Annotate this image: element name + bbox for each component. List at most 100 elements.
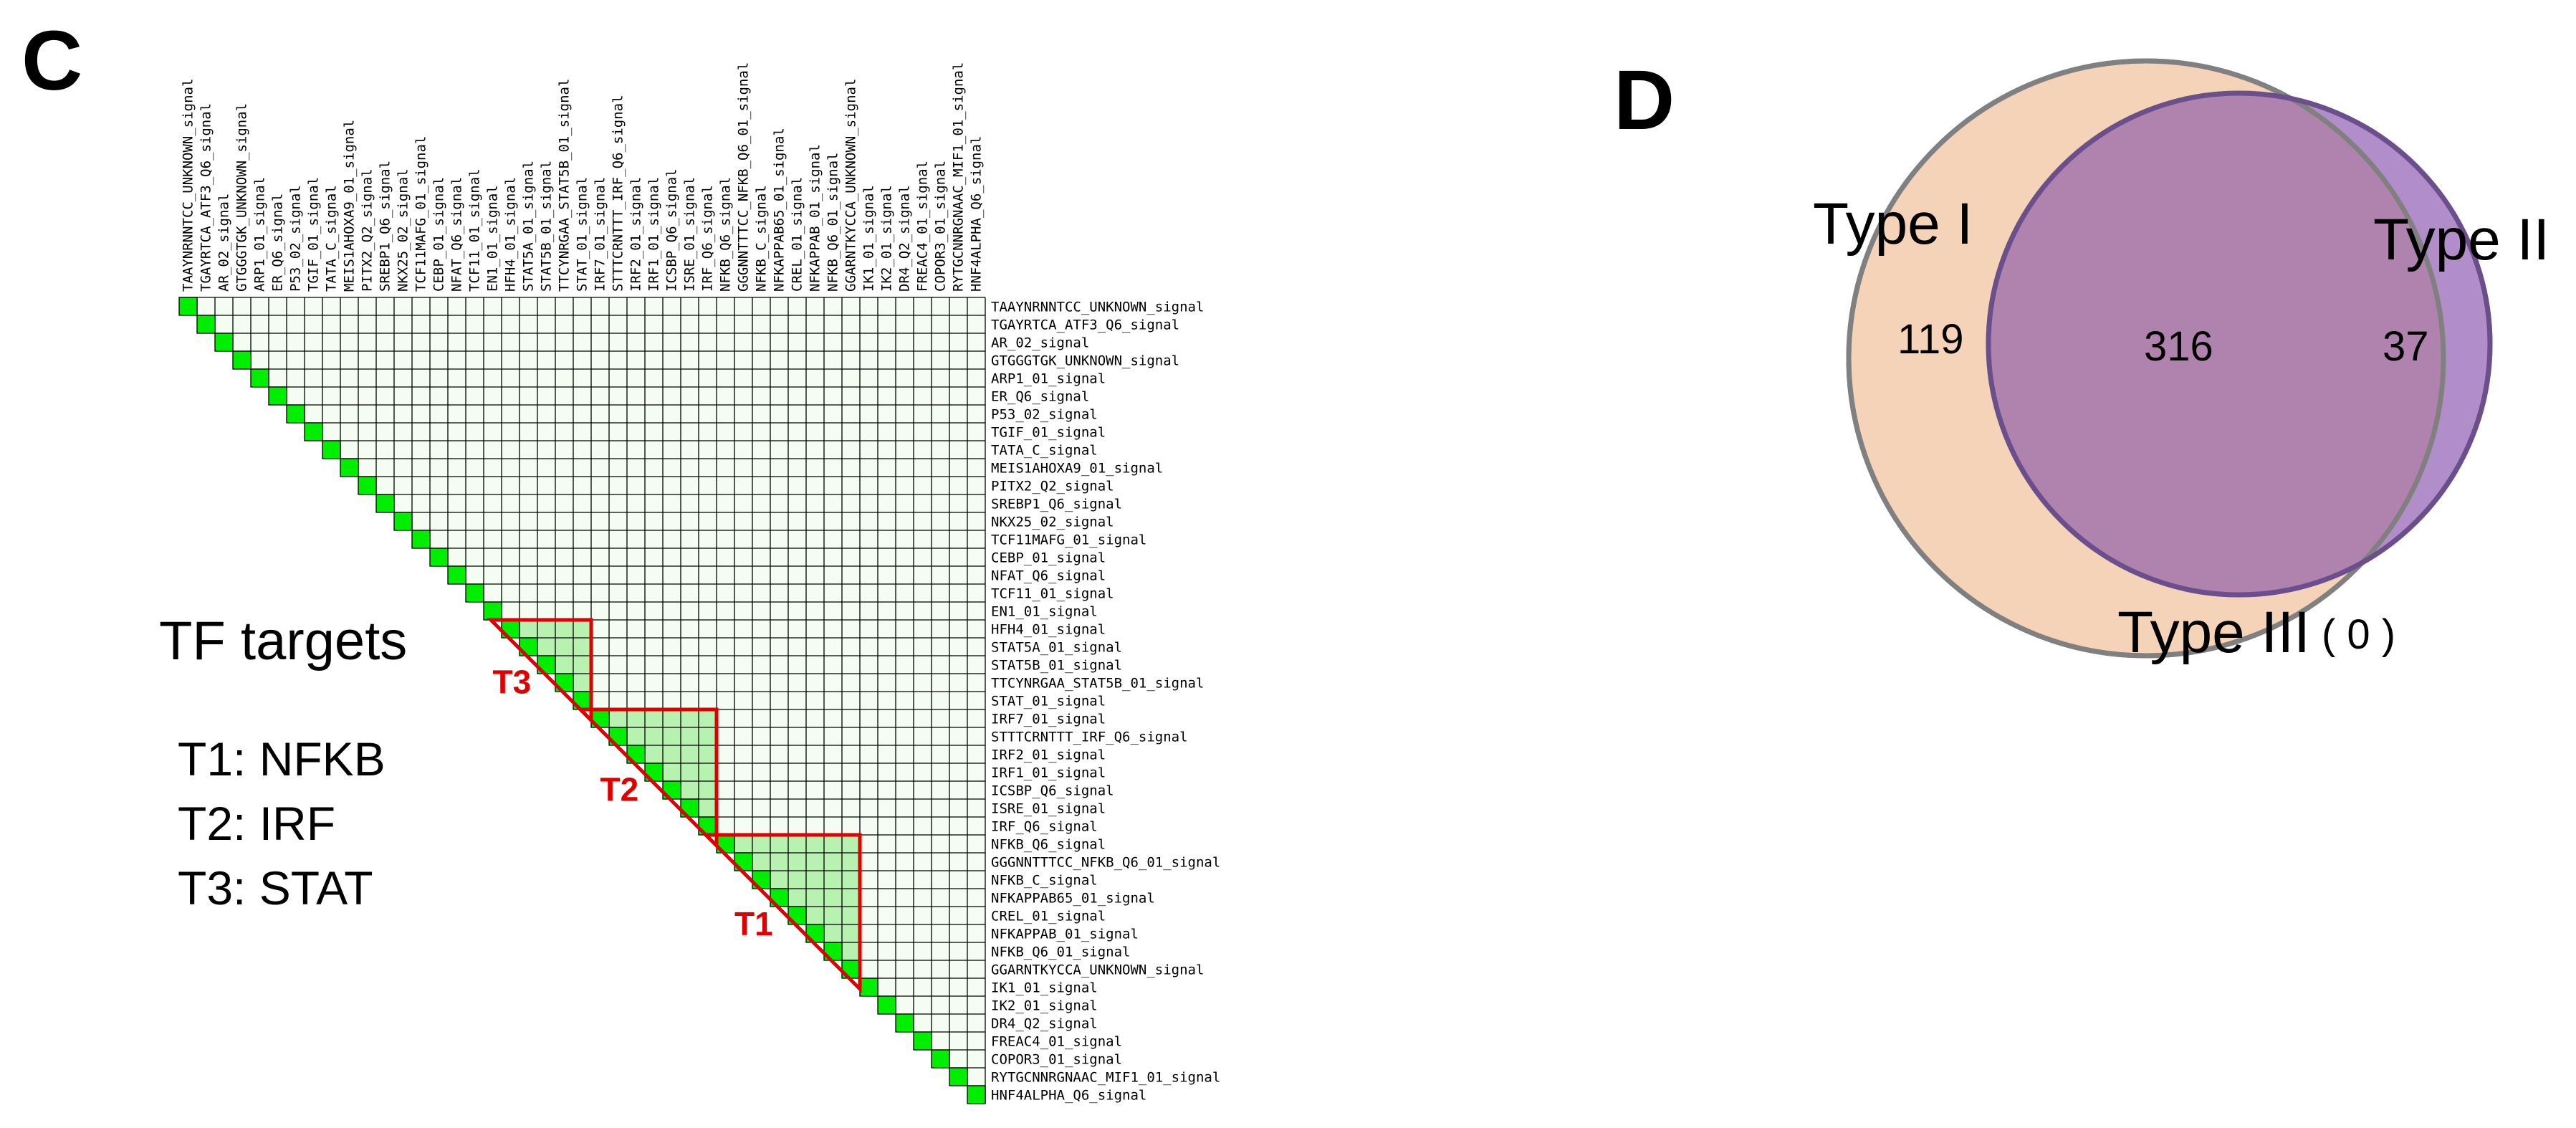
panel-c-letter: C [21, 14, 82, 108]
diagonal-cell [358, 476, 377, 495]
region-outline-t2 [575, 707, 719, 851]
column-label: NKX25_02_signal [396, 168, 411, 292]
venn-label-type-ii: Type II [2373, 207, 2549, 272]
column-labels: TAAYNRNNTCC_UNKNOWN_signal TGAYRTCA_ATF3_… [181, 62, 985, 292]
column-label: DR4_Q2_signal [897, 185, 913, 292]
row-label: COPOR3_01_signal [991, 1052, 1122, 1068]
row-label: IRF2_01_signal [991, 747, 1106, 763]
diagonal-cell [967, 1085, 986, 1104]
column-label: STAT5A_01_signal [521, 161, 537, 292]
diagonal-cell [537, 655, 556, 674]
diagonal-cell [178, 297, 198, 316]
diagonal-cell [393, 512, 413, 531]
column-label: ER_Q6_signal [270, 193, 286, 292]
column-label: PITX2_Q2_signal [360, 168, 375, 292]
diagonal-cell [859, 978, 878, 997]
row-label: FREAC4_01_signal [991, 1034, 1122, 1050]
diagonal-cell [268, 386, 287, 406]
column-label: AR_02_signal [216, 193, 232, 292]
column-label: NFKAPPAB65_01_signal [772, 128, 787, 292]
row-label: CREL_01_signal [991, 909, 1106, 924]
column-label: NFAT_Q6_signal [449, 177, 465, 292]
column-label: TTCYNRGAA_STAT5B_01_signal [557, 79, 573, 292]
diagonal-cell [877, 995, 896, 1015]
diagonal-cell [322, 440, 341, 459]
diagonal-cell [196, 315, 216, 334]
row-label: TCF11_01_signal [991, 586, 1114, 602]
venn-count-type-ii: 37 [2383, 323, 2429, 370]
row-label: IRF1_01_signal [991, 765, 1106, 781]
column-label: SREBP1_Q6_signal [378, 161, 393, 292]
venn-outline-type-i [1846, 58, 2446, 659]
row-label: ISRE_01_signal [991, 801, 1106, 817]
diagonal-cell [304, 422, 323, 441]
row-label: HNF4ALPHA_Q6_signal [991, 1088, 1146, 1104]
column-label: GTGGGTGK_UNKNOWN_signal [234, 103, 250, 292]
venn-outline-type-ii [1986, 90, 2493, 598]
row-label: STAT5A_01_signal [991, 640, 1122, 656]
diagonal-cell [232, 350, 252, 370]
column-label: IRF_Q6_signal [700, 185, 716, 292]
row-label: GTGGGTGK_UNKNOWN_signal [991, 353, 1179, 369]
row-label: NFKAPPAB65_01_signal [991, 891, 1155, 907]
legend-item-t2: T2: IRF [178, 797, 335, 850]
row-label: NFKB_Q6_signal [991, 837, 1106, 853]
venn-intersection [1988, 93, 2443, 595]
diagonal-cell [286, 404, 305, 424]
column-label: ICSBP_Q6_signal [664, 168, 680, 292]
column-label: RYTGCNNRGNAAC_MIF1_01_signal [951, 62, 967, 292]
column-label: EN1_01_signal [485, 185, 501, 292]
column-label: CREL_01_signal [790, 177, 805, 292]
column-label: STAT_01_signal [575, 177, 590, 292]
row-label: ICSBP_Q6_signal [991, 783, 1114, 799]
region-labels: T1 T2 T3 [493, 664, 773, 943]
row-label: CEBP_01_signal [991, 550, 1106, 566]
diagonal-cell [447, 565, 466, 585]
venn-count-intersection: 316 [2144, 323, 2213, 370]
region-outlines [486, 618, 862, 994]
column-label: P53_02_signal [288, 185, 304, 292]
row-label: GGARNTKYCCA_UNKNOWN_signal [991, 962, 1204, 978]
column-label: STAT5B_01_signal [539, 161, 555, 292]
row-label: NFKAPPAB_01_signal [991, 927, 1139, 942]
column-label: MEIS1AHOXA9_01_signal [342, 120, 358, 292]
diagonal-cell [250, 368, 269, 388]
row-label: AR_02_signal [991, 335, 1089, 351]
column-label: CEBP_01_signal [431, 177, 447, 292]
diagonal-cell [375, 494, 395, 513]
panel-d-letter: D [1614, 53, 1675, 148]
column-label: HFH4_01_signal [503, 177, 519, 292]
column-label: IK1_01_signal [861, 185, 877, 292]
row-label: MEIS1AHOXA9_01_signal [991, 461, 1163, 477]
row-label: STAT_01_signal [991, 694, 1106, 709]
column-label: TAAYNRNNTCC_UNKNOWN_signal [181, 79, 196, 292]
column-label: TGIF_01_signal [306, 177, 322, 292]
diagonal-cell [340, 458, 359, 477]
venn-count-type-i: 119 [1897, 316, 1963, 363]
diagonal-cell [949, 1067, 968, 1086]
row-label: TGIF_01_signal [991, 425, 1106, 441]
column-label: NFKB_Q6_01_signal [825, 153, 841, 292]
row-label: DR4_Q2_signal [991, 1016, 1098, 1032]
column-label: ISRE_01_signal [682, 177, 698, 292]
region-label-t2: T2 [600, 771, 639, 808]
column-label: HNF4ALPHA_Q6_signal [969, 136, 985, 292]
row-label: EN1_01_signal [991, 604, 1098, 620]
column-label: TCF11_01_signal [467, 168, 483, 292]
row-label: NFKB_C_signal [991, 873, 1098, 889]
legend-item-t3: T3: STAT [178, 861, 373, 914]
column-label: GGARNTKYCCA_UNKNOWN_signal [843, 79, 859, 292]
region-label-t1: T1 [734, 905, 773, 942]
matrix-diagonal [178, 297, 986, 1104]
row-label: SREBP1_Q6_signal [991, 497, 1122, 512]
row-label: NKX25_02_signal [991, 515, 1114, 530]
row-label: ER_Q6_signal [991, 389, 1089, 405]
row-label: STTTCRNTTT_IRF_Q6_signal [991, 730, 1188, 745]
row-label: ARP1_01_signal [991, 371, 1106, 387]
tf-targets-legend: TF targets T1: NFKB T2: IRF T3: STAT [159, 611, 407, 914]
column-label: IK2_01_signal [879, 185, 895, 292]
venn-count-type-iii: ( 0 ) [2322, 611, 2395, 658]
row-label: TATA_C_signal [991, 443, 1098, 459]
matrix-grid [179, 297, 986, 1104]
